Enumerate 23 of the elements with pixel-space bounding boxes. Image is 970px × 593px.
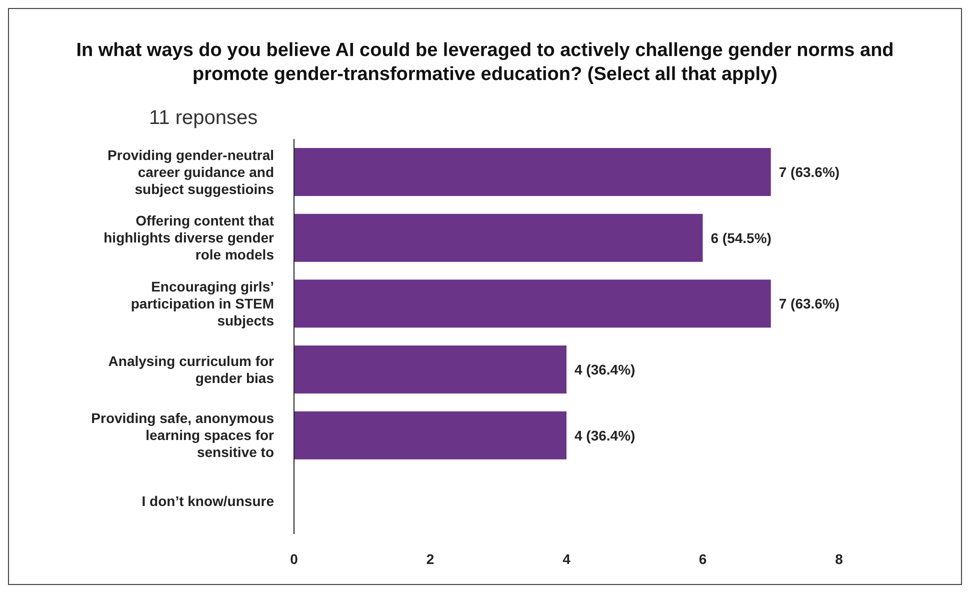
bar <box>294 148 771 196</box>
chart-title: In what ways do you believe AI could be leveraged to actively challenge gender norms and promote gender-transformative education? (Select all that apply) <box>75 39 895 87</box>
y-tick-label: Encouraging girls’ participation in STEM subjects <box>130 278 274 328</box>
data-label: 7 (63.6%) <box>778 296 840 312</box>
bar <box>294 346 566 394</box>
y-tick-label: Offering content that highlights diverse gender role models <box>104 212 275 263</box>
x-tick-label: 8 <box>835 550 844 567</box>
y-tick-label: Providing gender-neutral career guidance and subject suggestioins <box>108 146 274 197</box>
x-tick-label: 6 <box>698 550 707 567</box>
data-label: 4 (36.4%) <box>574 361 636 378</box>
bar <box>294 411 566 460</box>
chart-subtitle: 11 reponses <box>149 107 258 130</box>
x-tick-label: 0 <box>290 550 298 567</box>
x-tick-label: 4 <box>562 550 571 567</box>
x-tick-label: 2 <box>426 550 434 567</box>
y-tick-label: I don’t know/unsure <box>142 492 274 509</box>
y-tick-label: Analysing curriculum for gender bias <box>108 352 275 386</box>
data-label: 6 (54.5%) <box>710 230 772 246</box>
bar <box>294 214 703 262</box>
data-label: 7 (63.6%) <box>778 164 840 180</box>
bar <box>294 280 771 328</box>
data-label: 4 (36.4%) <box>574 427 636 444</box>
y-tick-label: Providing safe, anonymous learning spaces for sensitive to <box>91 410 275 460</box>
